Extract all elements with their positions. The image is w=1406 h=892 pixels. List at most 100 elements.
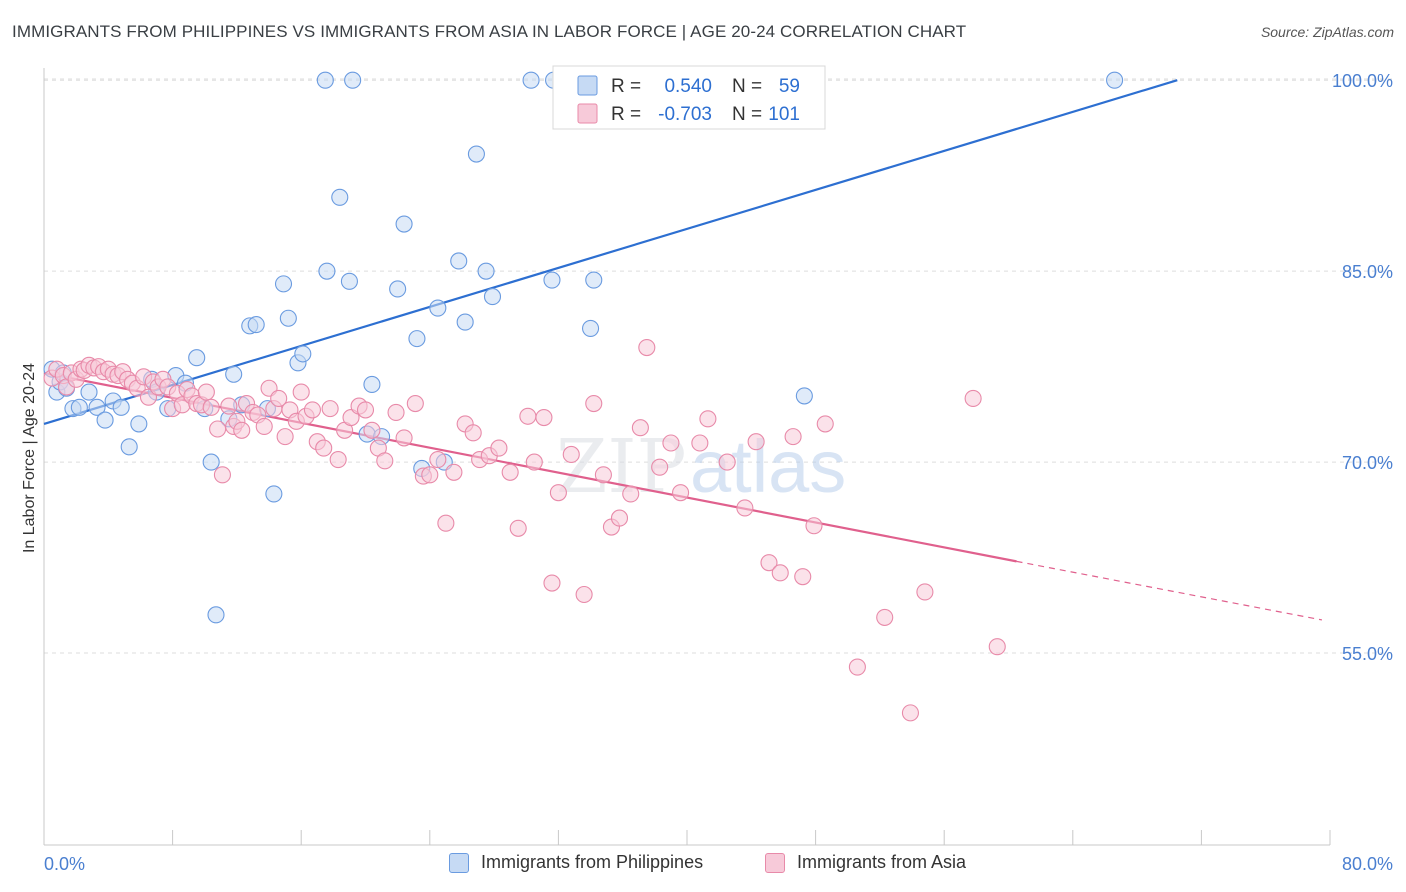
data-point-0-21 <box>202 453 220 471</box>
chart-title: IMMIGRANTS FROM PHILIPPINES VS IMMIGRANT… <box>12 22 967 41</box>
y-tick-label-1: 70.0% <box>1342 453 1393 473</box>
data-point-1-50 <box>292 383 310 401</box>
legend-item-asia[interactable]: Immigrants from Asia <box>765 852 966 873</box>
data-point-1-95 <box>672 484 690 502</box>
data-point-1-83 <box>549 484 567 502</box>
data-point-1-96 <box>691 434 709 452</box>
data-point-1-63 <box>376 452 394 470</box>
data-point-1-39 <box>233 421 251 439</box>
trend-line-dashed-1 <box>1016 560 1323 621</box>
data-point-1-73 <box>464 424 482 442</box>
data-point-1-36 <box>220 397 238 415</box>
data-point-0-22 <box>207 606 225 624</box>
data-point-1-77 <box>501 463 519 481</box>
stats-n-value-1: 59 <box>779 76 800 97</box>
data-point-0-49 <box>456 313 474 331</box>
data-point-0-48 <box>450 252 468 270</box>
data-points <box>43 71 1124 722</box>
data-point-0-9 <box>96 411 114 429</box>
data-point-1-79 <box>519 407 537 425</box>
data-point-1-52 <box>303 401 322 419</box>
data-point-1-111 <box>964 389 982 407</box>
data-point-1-56 <box>329 450 347 469</box>
stats-r-value-1: 0.540 <box>664 76 712 97</box>
data-point-0-44 <box>408 330 426 348</box>
data-point-1-84 <box>562 445 580 464</box>
data-point-0-34 <box>316 71 334 89</box>
data-point-1-90 <box>622 485 640 503</box>
stats-r-label-1: R = <box>611 76 641 97</box>
data-point-0-54 <box>543 271 561 289</box>
data-point-1-80 <box>525 453 543 471</box>
data-point-0-12 <box>120 438 138 456</box>
y-axis-label: In Labor Force | Age 20-24 <box>21 363 38 553</box>
chart-legend: Immigrants from Philippines Immigrants f… <box>0 852 1406 878</box>
data-point-1-85 <box>575 585 593 604</box>
data-point-1-101 <box>760 554 778 572</box>
data-point-1-97 <box>699 410 717 428</box>
data-point-0-7 <box>80 383 98 401</box>
source-label: Source: ZipAtlas.com <box>1260 24 1394 40</box>
data-point-0-50 <box>467 145 485 163</box>
data-point-0-53 <box>522 71 540 89</box>
data-point-1-35 <box>213 466 231 484</box>
series-points-0 <box>43 71 1124 624</box>
data-point-1-71 <box>445 463 463 481</box>
data-point-0-24 <box>225 365 243 383</box>
data-point-1-32 <box>197 383 215 401</box>
legend-label-asia: Immigrants from Asia <box>797 852 967 872</box>
data-point-1-104 <box>794 568 812 586</box>
data-point-1-43 <box>255 417 273 436</box>
data-point-0-56 <box>581 319 600 337</box>
y-tick-labels: 55.0% 70.0% 85.0% 100.0% <box>1332 71 1393 664</box>
data-point-0-6 <box>70 398 88 416</box>
data-point-0-30 <box>274 275 293 293</box>
data-point-1-81 <box>535 408 553 427</box>
data-point-1-60 <box>356 401 375 419</box>
data-point-1-91 <box>631 419 649 437</box>
data-point-1-46 <box>270 389 288 407</box>
y-tick-label-3: 100.0% <box>1332 71 1393 91</box>
stats-r-value-2: -0.703 <box>658 104 712 125</box>
data-point-1-92 <box>638 338 656 357</box>
data-point-0-35 <box>318 262 336 280</box>
data-point-1-76 <box>490 439 508 457</box>
legend-item-philippines[interactable]: Immigrants from Philippines <box>449 852 703 873</box>
stats-r-label-2: R = <box>611 104 641 125</box>
data-point-1-103 <box>784 428 802 446</box>
data-point-1-102 <box>771 564 789 582</box>
data-point-0-43 <box>395 215 413 233</box>
y-tick-label-2: 85.0% <box>1342 262 1393 282</box>
data-point-1-112 <box>988 638 1006 656</box>
trend-line-0 <box>43 79 1178 425</box>
data-point-0-38 <box>344 71 362 89</box>
axes <box>43 68 1331 846</box>
data-point-0-36 <box>331 188 349 206</box>
data-point-0-29 <box>265 485 283 503</box>
data-point-1-99 <box>736 499 754 517</box>
data-point-0-19 <box>188 349 206 367</box>
data-point-0-51 <box>477 262 495 280</box>
data-point-0-8 <box>88 398 106 416</box>
data-point-0-33 <box>294 345 312 363</box>
data-point-0-52 <box>483 288 502 306</box>
stats-n-label-1: N = <box>732 76 762 97</box>
x-tick-label-end: 80.0% <box>1342 854 1393 874</box>
legend-swatch-asia <box>765 852 785 873</box>
data-point-0-57 <box>585 271 603 289</box>
stats-swatch-asia <box>577 103 598 124</box>
data-point-1-33 <box>202 398 220 416</box>
x-tick-label-start: 0.0% <box>44 854 85 874</box>
data-point-1-105 <box>805 517 823 535</box>
data-point-1-82 <box>543 574 561 592</box>
data-point-1-107 <box>848 658 866 676</box>
data-point-1-64 <box>387 403 405 421</box>
stats-n-label-2: N = <box>732 104 762 125</box>
data-point-0-46 <box>429 299 447 317</box>
data-point-1-54 <box>315 439 333 457</box>
trend-lines <box>43 79 1323 621</box>
data-point-1-98 <box>718 453 736 471</box>
stats-legend: R = 0.540 N = 59 R = -0.703 N = 101 <box>552 65 826 130</box>
y-tick-label-0: 55.0% <box>1342 644 1393 664</box>
